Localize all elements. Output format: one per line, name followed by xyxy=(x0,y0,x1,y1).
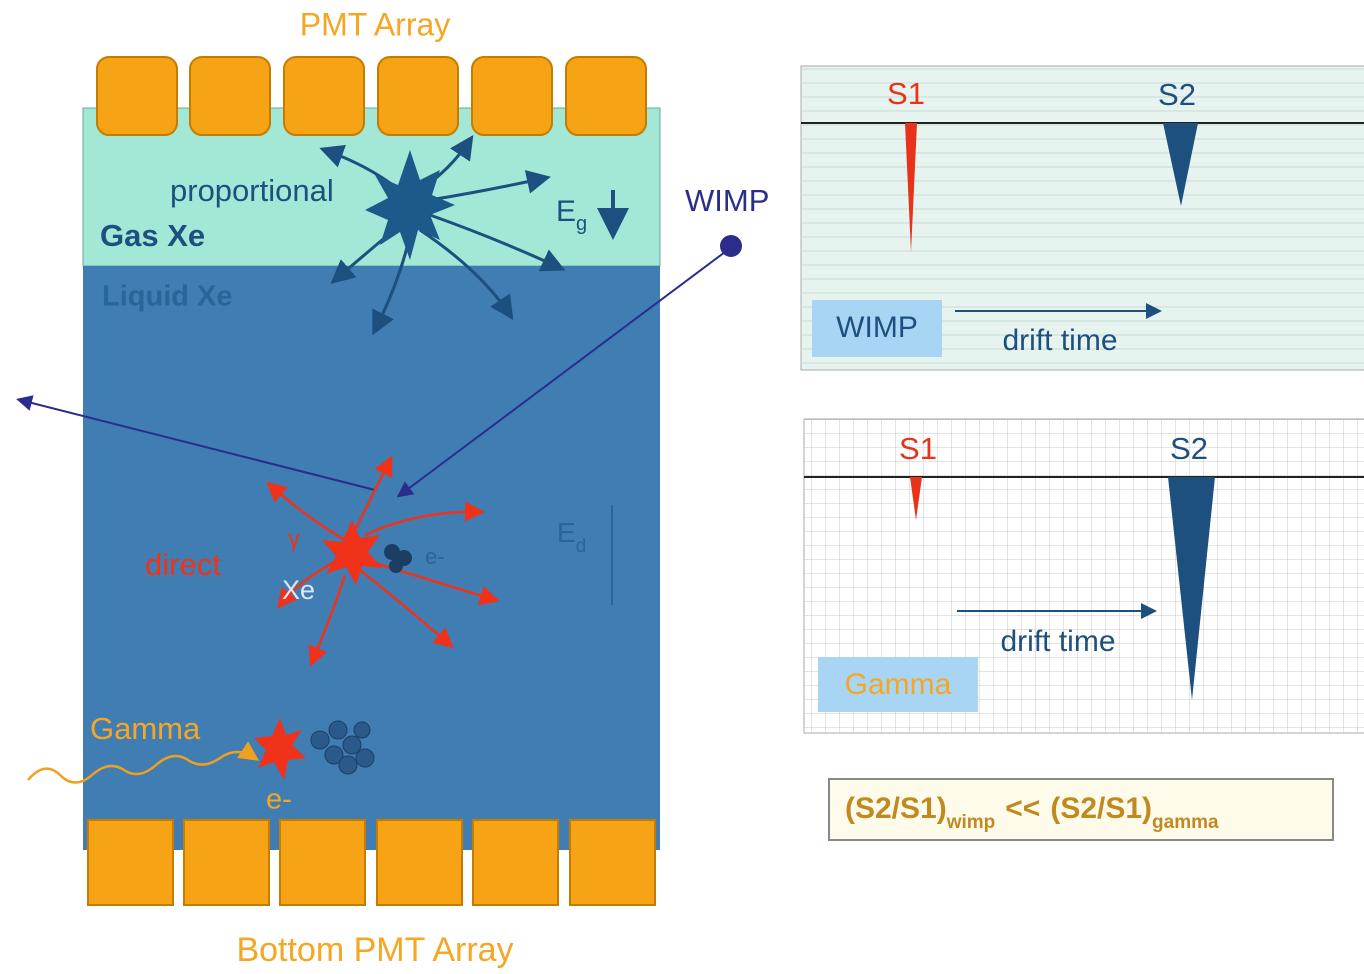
wimp-panel: S1 S2 WIMP drift time xyxy=(800,65,1364,371)
top-pmts xyxy=(96,56,647,136)
electron-label: e- xyxy=(425,544,445,569)
ratio-formula: (S2/S1)wimp << (S2/S1)gamma xyxy=(845,792,1219,833)
field-symbol: E xyxy=(557,517,576,548)
drift-field: Ed xyxy=(557,517,586,557)
gas-field: Eg xyxy=(556,195,587,235)
axis-label: drift time xyxy=(1002,324,1117,357)
gas-region xyxy=(82,107,661,267)
bottom-pmts xyxy=(87,819,656,906)
s2-label: S2 xyxy=(1158,77,1196,112)
bottom-pmt-label: Bottom PMT Array xyxy=(236,931,513,969)
field-subscript: d xyxy=(576,536,587,557)
gamma-electron-label: e- xyxy=(266,784,292,816)
electron-cloud xyxy=(384,544,412,573)
gas-label: Gas Xe xyxy=(100,218,205,253)
event-label: WIMP xyxy=(836,311,918,344)
ratio-left-sub: wimp xyxy=(946,812,996,833)
ratio-right-sub: gamma xyxy=(1152,812,1219,833)
gamma-symbol: γ xyxy=(288,525,300,552)
gamma-burst xyxy=(254,718,306,780)
recoil-path xyxy=(16,395,376,491)
direct-burst xyxy=(322,520,382,585)
gamma-cloud xyxy=(310,720,375,775)
wimp-label: WIMP xyxy=(685,183,769,218)
ratio-operator: << xyxy=(1005,792,1040,825)
liquid-label: Liquid Xe xyxy=(102,281,233,313)
gamma-path xyxy=(27,741,260,784)
wimp-path xyxy=(396,251,726,498)
s1-label: S1 xyxy=(887,76,925,111)
direct-rays xyxy=(266,455,500,667)
proportional-label: proportional xyxy=(170,173,334,208)
top-pmt-label: PMT Array xyxy=(300,6,451,42)
direct-label: direct xyxy=(145,547,221,582)
ratio-box xyxy=(828,778,1334,841)
proportional-burst xyxy=(365,150,455,260)
ratio-right: (S2/S1) xyxy=(1050,792,1152,825)
ratio-left: (S2/S1) xyxy=(845,792,947,825)
field-symbol: E xyxy=(556,195,576,228)
xe-label: Xe xyxy=(282,575,315,605)
s2-label: S2 xyxy=(1170,431,1208,466)
gamma-panel: S1 S2 drift time Gamma xyxy=(803,418,1364,734)
gamma-label: Gamma xyxy=(90,711,201,746)
axis-label: drift time xyxy=(1000,625,1115,658)
field-subscript: g xyxy=(576,213,587,235)
s1-label: S1 xyxy=(899,431,937,466)
wimp-dot xyxy=(720,235,742,257)
event-label: Gamma xyxy=(845,668,952,701)
